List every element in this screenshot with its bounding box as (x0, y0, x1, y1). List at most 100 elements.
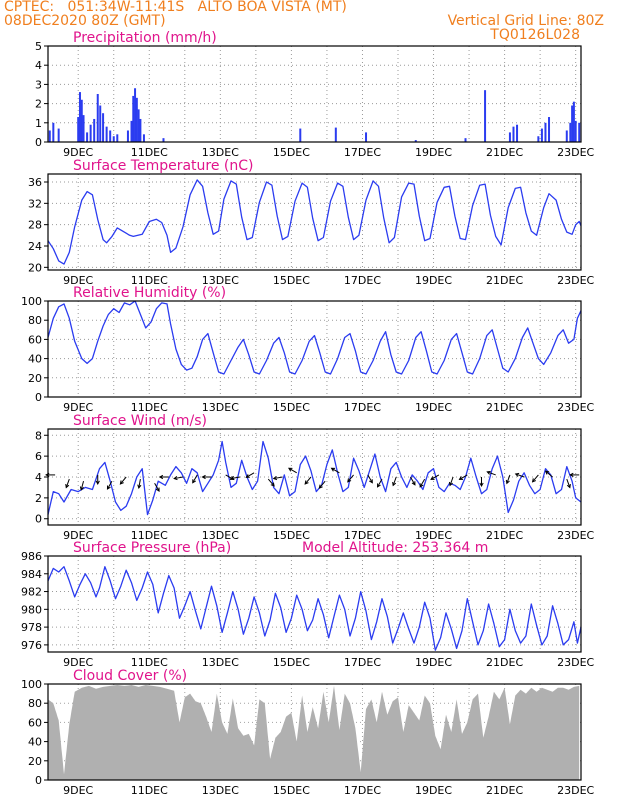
precip-bar (57, 128, 60, 142)
temp-xtick-label: 21DEC (486, 274, 523, 287)
cloud-title: Cloud Cover (%) (73, 668, 187, 684)
pressure-series-line (47, 566, 582, 651)
temp-ytick-label: 32 (28, 197, 42, 210)
wind-arrow-head (347, 478, 352, 483)
temp-panel: 20 24 28 32 36 9DEC 11DEC 13DEC 15DEC 17DEC 19DEC 2… (28, 158, 595, 287)
precip-bar (93, 118, 96, 142)
pressure-xtick-label: 15DEC (273, 656, 310, 669)
wind-arrow-shaft (120, 476, 127, 485)
wind-arrow-head (318, 484, 323, 489)
precip-ytick-label: 5 (35, 40, 42, 53)
rh-xtick-label: 13DEC (202, 401, 239, 414)
precip-frame (47, 45, 582, 143)
temp-frame (47, 173, 582, 271)
cloud-xtick-label: 11DEC (131, 784, 168, 797)
pressure-frame (47, 555, 582, 653)
temp-xtick-label: 13DEC (202, 274, 239, 287)
precip-bar (537, 136, 540, 142)
wind-arrow-shaft (192, 474, 198, 483)
temp-ytick-label: 36 (28, 176, 42, 189)
rh-xtick-label: 15DEC (273, 401, 310, 414)
wind-xtick-label: 9DEC (63, 529, 93, 542)
precip-xtick-label: 9DEC (63, 146, 93, 159)
wind-arrow-shaft (174, 476, 184, 480)
precip-bar (82, 115, 85, 142)
wind-arrow-shaft (449, 476, 454, 486)
wind-xtick-label: 13DEC (202, 529, 239, 542)
precip-bar (571, 105, 574, 142)
wind-ytick-label: 0 (35, 513, 42, 526)
precip-xtick-label: 19DEC (415, 146, 452, 159)
precip-bar (516, 124, 519, 142)
precip-ytick-label: 2 (35, 98, 42, 111)
precip-panel: 0 1 2 3 4 5 9DEC 11DEC 13DEC 15DEC 17DEC 19DEC 21DEC… (35, 30, 595, 159)
precip-bar (565, 130, 568, 142)
wind-arrow-head (245, 474, 250, 478)
wind-arrow-shaft (80, 481, 85, 490)
precip-bar (102, 113, 105, 142)
pressure-ytick-label: 976 (21, 639, 42, 652)
wind-arrow-shaft (430, 474, 440, 480)
wind-arrow-head (173, 475, 178, 481)
temp-xtick-label: 17DEC (344, 274, 381, 287)
cloud-ytick-label: 20 (28, 755, 42, 768)
wind-ytick-label: 2 (35, 492, 42, 505)
precip-bar (52, 122, 55, 142)
wind-arrow-head (106, 485, 111, 490)
wind-arrow-head (229, 475, 235, 481)
header-station: CPTEC: 051:34W-11:41S ALTO BOA VISTA (MT… (4, 0, 347, 15)
rh-ytick-label: 100 (21, 295, 42, 308)
wind-arrow-head (137, 484, 142, 489)
cloud-xtick-label: 17DEC (344, 784, 381, 797)
rh-xtick-label: 21DEC (486, 401, 523, 414)
wind-arrow-shaft (273, 476, 283, 480)
wind-arrow-head (411, 481, 416, 486)
wind-arrow-head (419, 483, 424, 488)
cloud-xtick-label: 23DEC (557, 784, 594, 797)
temp-title: Surface Temperature (nC) (73, 158, 254, 174)
wind-arrow-shaft (246, 472, 255, 478)
temp-xtick-label: 11DEC (131, 274, 168, 287)
wind-frame (47, 428, 582, 526)
cloud-panel: 0 20 40 60 80 100 9DEC 11DEC 13DEC 15DEC 17DEC 19DE… (21, 668, 595, 797)
rh-ytick-label: 0 (35, 391, 42, 404)
wind-arrow-head (505, 479, 510, 485)
precip-bar (137, 109, 140, 142)
precip-bar (162, 138, 165, 142)
pressure-ytick-label: 984 (21, 568, 42, 581)
precip-xtick-label: 23DEC (557, 146, 594, 159)
precip-ytick-label: 3 (35, 78, 42, 91)
wind-arrow-shaft (288, 467, 297, 474)
wind-arrow-shaft (138, 479, 141, 489)
wind-arrow-head (392, 481, 397, 487)
wind-arrow-head (479, 482, 484, 488)
cloud-xtick-label: 13DEC (202, 784, 239, 797)
wind-arrow-head (119, 480, 124, 485)
pressure-xtick-label: 19DEC (415, 656, 452, 669)
precip-xtick-label: 21DEC (486, 146, 523, 159)
header-model-code: TQ0126L028 (490, 27, 580, 43)
wind-ytick-label: 6 (35, 450, 42, 463)
pressure-ytick-label: 982 (21, 586, 42, 599)
wind-arrow-shaft (154, 483, 160, 492)
rh-series-line (47, 300, 582, 375)
wind-arrow-shaft (566, 478, 571, 488)
wind-arrow-shaft (304, 476, 312, 485)
pressure-panel: 976 978 980 982 984 986 9DEC 11DEC 13DEC 15DEC 17D… (21, 540, 595, 669)
cloud-cover-area (48, 685, 580, 780)
wind-arrow-head (158, 474, 164, 480)
temp-xtick-label: 23DEC (557, 274, 594, 287)
cloud-ytick-label: 0 (35, 774, 42, 787)
rh-xtick-label: 11DEC (131, 401, 168, 414)
precip-bar (96, 94, 99, 142)
wind-arrow-head (201, 474, 206, 480)
wind-ytick-label: 4 (35, 471, 42, 484)
wind-xtick-label: 21DEC (486, 529, 523, 542)
wind-arrow-shaft (515, 473, 525, 478)
wind-arrow-head (544, 470, 550, 475)
wind-arrow-head (95, 480, 100, 485)
precip-bar (112, 136, 115, 142)
precip-xtick-label: 13DEC (202, 146, 239, 159)
precip-bar (574, 120, 577, 142)
precip-bar (135, 97, 138, 142)
